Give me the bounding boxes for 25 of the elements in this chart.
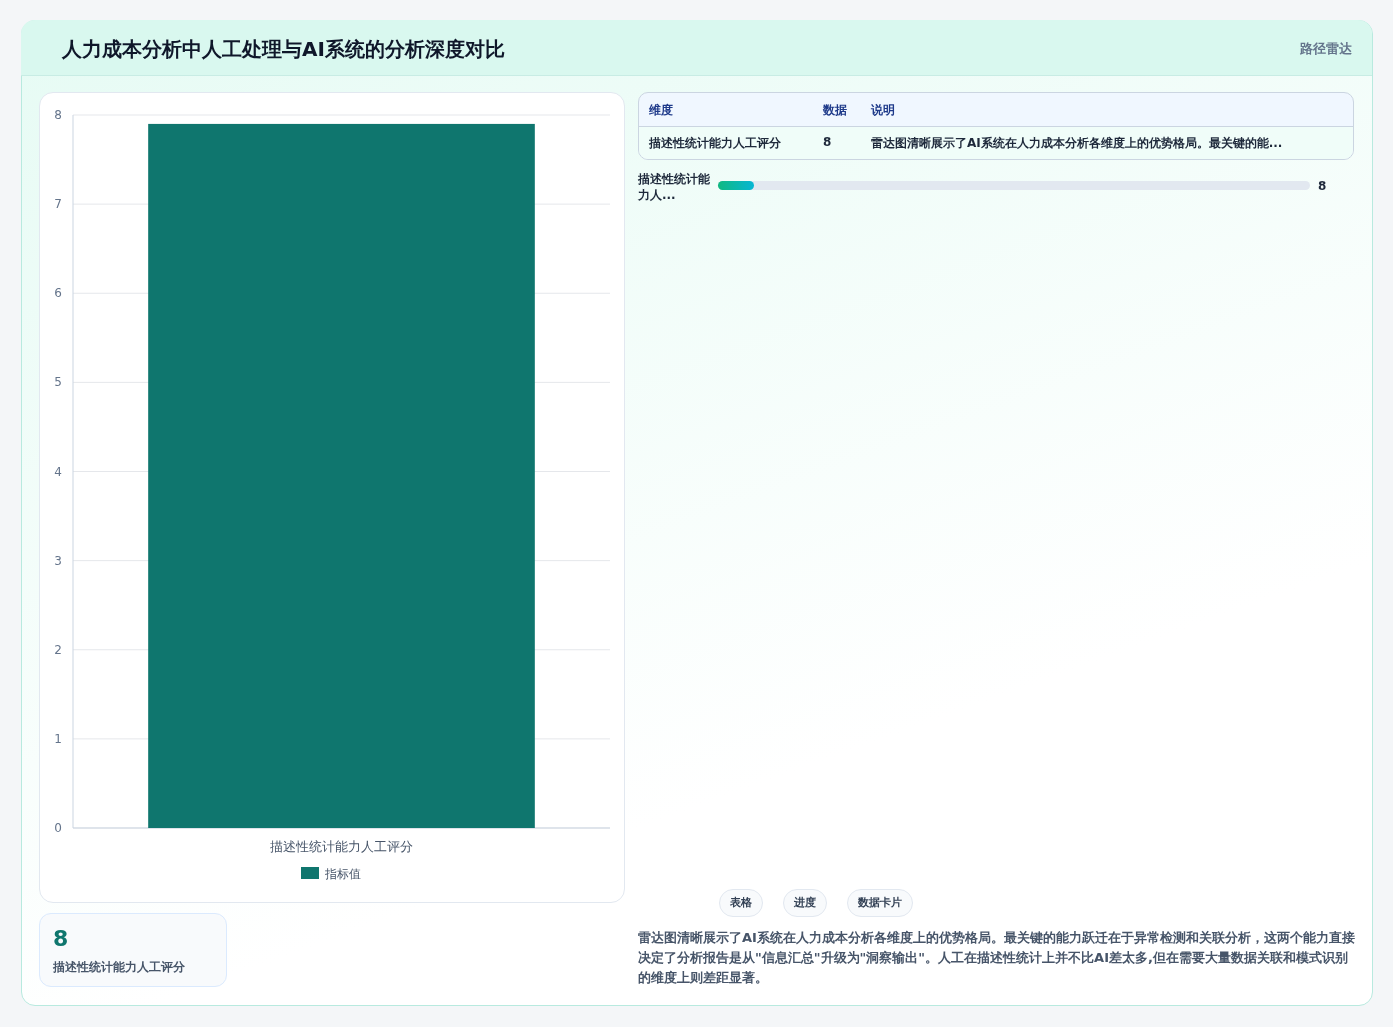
text: 雷达图清晰展示了AI系统在人力成本分析各维度上的优势格局。最关键的能...: [871, 135, 1283, 152]
y-tick-label: 5: [54, 375, 62, 390]
text: 进度: [783, 889, 827, 917]
text: 雷达图清晰展示了AI系统在人力成本分析各维度上的优势格局。最关键的能力跃迁在于异常检测和关联分析，这两个能力直接决定了分析报告是从"信息汇总"升级为"洞察输出"。人工在描述性统计上并不比AI差太多,但在需要大量数据关联和模式识别的维度上则差距显著。: [638, 929, 1356, 987]
text: 数据: [823, 102, 847, 119]
y-tick-label: 3: [54, 553, 62, 568]
text: 数据卡片: [847, 889, 913, 917]
legend-label: 指标值: [324, 867, 361, 881]
text: 维度: [649, 102, 673, 119]
text: 8: [1318, 179, 1327, 193]
text: 路径雷达: [1300, 40, 1352, 58]
y-tick-label: 8: [54, 108, 62, 122]
y-tick-label: 6: [54, 286, 62, 301]
chart-title: 人力成本分析中人工处理与AI系统的分析深度对比: [62, 36, 505, 63]
y-tick-label: 4: [54, 464, 62, 479]
text: 描述性统计能力人工评分: [53, 959, 185, 976]
y-tick-label: 0: [54, 821, 62, 835]
text: 描述性统计能力人工评分: [649, 135, 781, 152]
y-tick-label: 7: [54, 197, 62, 212]
text: 说明: [871, 102, 895, 119]
y-tick-label: 1: [54, 731, 62, 746]
y-tick-label: 2: [54, 642, 62, 657]
text: 表格: [719, 889, 763, 917]
text: 8: [823, 135, 832, 149]
text: 描述性统计能力人...: [638, 171, 711, 203]
